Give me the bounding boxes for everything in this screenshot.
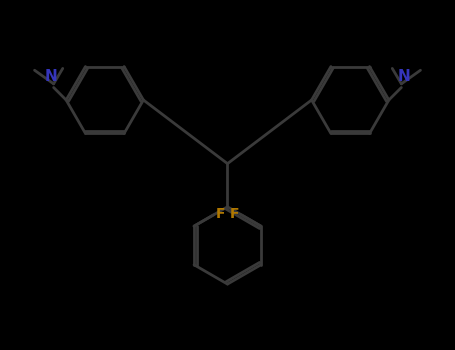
Text: F: F bbox=[216, 207, 226, 221]
Text: N: N bbox=[45, 69, 58, 84]
Text: N: N bbox=[397, 69, 410, 84]
Text: F: F bbox=[229, 207, 239, 221]
